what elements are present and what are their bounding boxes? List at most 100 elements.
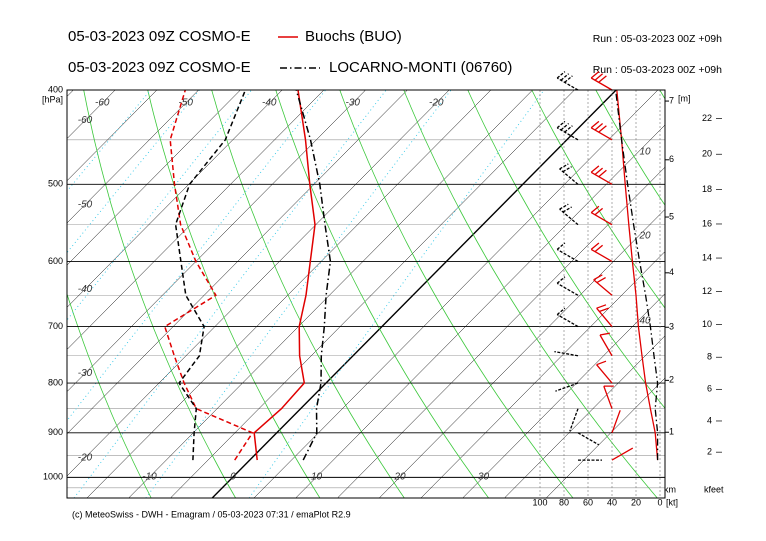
wind-barb — [556, 242, 579, 262]
annotation: 20 — [638, 231, 651, 242]
isotherm — [504, 335, 665, 498]
wind-barb — [611, 447, 634, 461]
y-tick-label: 1000 — [43, 472, 63, 482]
wind-barb — [556, 307, 579, 328]
wind-barb — [611, 410, 621, 434]
dry-adiabat — [531, 90, 665, 309]
dry-adiabat — [339, 90, 574, 498]
background-lines — [0, 90, 766, 498]
wind-tick-label: 60 — [583, 497, 593, 507]
y-tick-label: 800 — [48, 377, 63, 387]
isotherm — [67, 90, 199, 224]
wind-speed-profile — [614, 90, 659, 461]
wind-tick-label: 80 — [559, 497, 569, 507]
wind-barb — [590, 120, 613, 141]
kfeet-tick-label: 2 — [707, 447, 712, 457]
isotherm-label: -60 — [95, 98, 110, 109]
height-tick-label: 4 — [669, 267, 674, 277]
x-tick-label: 30 — [478, 472, 490, 483]
isotherm-label: -60 — [78, 115, 93, 126]
wind-barb — [590, 71, 613, 91]
kfeet-tick-label: 20 — [702, 149, 712, 159]
isotherm — [67, 90, 283, 308]
dry-adiabat — [724, 90, 766, 498]
kfeet-tick-label: 22 — [702, 113, 712, 123]
y-tick-label: 500 — [48, 179, 63, 189]
wind-barb — [559, 203, 579, 226]
annotation: 10 — [639, 147, 651, 158]
isotherm — [253, 90, 659, 498]
height-axis-unit: km — [664, 484, 676, 494]
dry-adiabat — [403, 90, 658, 498]
y-tick-label: 400 — [48, 84, 63, 94]
wind-axis-label: [kt] — [666, 497, 678, 507]
isotherm-label: -40 — [78, 284, 93, 295]
wind-barb — [556, 276, 579, 296]
isotherm — [67, 90, 366, 393]
height-tick-label: 3 — [669, 322, 674, 332]
y-tick-label: 600 — [48, 256, 63, 266]
wind-barb — [556, 71, 579, 91]
wind-barb — [577, 432, 600, 446]
wind-barb — [569, 408, 579, 432]
isotherm — [86, 90, 492, 498]
dry-adiabat — [83, 90, 236, 498]
dry-adiabat — [595, 90, 665, 206]
profiles — [163, 90, 659, 461]
isotherm-label: -50 — [78, 199, 93, 210]
dewpoint-profile — [163, 90, 254, 461]
mixing-ratio-line — [73, 90, 387, 498]
run-info: Run : 05-03-2023 00Z +09h — [593, 64, 722, 76]
isotherm — [337, 166, 665, 498]
wind-barb — [555, 382, 579, 392]
isotherm-label: -40 — [262, 98, 277, 109]
isotherm — [420, 251, 665, 498]
y-axis-label: [hPa] — [42, 94, 63, 104]
kfeet-tick-label: 8 — [707, 352, 712, 362]
isotherm — [128, 90, 533, 498]
temperature-profile — [253, 90, 316, 461]
x-tick-label: 0 — [230, 472, 236, 483]
wind-barb — [590, 165, 613, 185]
dry-adiabat — [147, 90, 321, 498]
height-tick-label: 1 — [669, 427, 674, 437]
dry-adiabat — [659, 90, 665, 100]
y-tick-label: 900 — [48, 427, 63, 437]
run-label: 05-03-2023 09Z COSMO-E — [68, 28, 251, 45]
x-tick-label: 10 — [311, 472, 323, 483]
plot-frame — [66, 89, 666, 499]
mixing-ratio-line — [145, 90, 452, 498]
wind-barb — [596, 304, 613, 328]
kfeet-tick-label: 14 — [702, 252, 712, 262]
kfeet-tick-label: 16 — [702, 218, 712, 228]
run-info: Run : 05-03-2023 00Z +09h — [593, 33, 722, 45]
temperature-profile — [295, 90, 332, 461]
annotation: 40 — [639, 316, 651, 327]
isotherm — [295, 124, 665, 498]
isotherm-label: -30 — [78, 368, 93, 379]
isotherm — [67, 90, 450, 477]
legend-label: LOCARNO-MONTI (06760) — [329, 59, 512, 76]
kfeet-tick-label: 18 — [702, 184, 712, 194]
mixing-ratio-line — [67, 90, 151, 192]
wind-tick-label: 40 — [607, 497, 617, 507]
wind-tick-label: 0 — [657, 497, 662, 507]
height-axis-label: [m] — [678, 93, 691, 103]
wind-barb — [593, 274, 613, 296]
legend-label: Buochs (BUO) — [305, 28, 402, 45]
wind-barb — [559, 163, 579, 185]
isotherm-label: -50 — [179, 98, 194, 109]
isotherm-label: -20 — [78, 452, 93, 463]
dry-adiabat — [275, 90, 489, 498]
kfeet-tick-label: 12 — [702, 286, 712, 296]
kfeet-tick-label: 6 — [707, 384, 712, 394]
isotherm — [0, 90, 32, 498]
wind-barb — [590, 242, 613, 262]
height-tick-label: 5 — [669, 211, 674, 221]
mixing-ratio-line — [248, 90, 545, 498]
footer: (c) MeteoSwiss - DWH - Emagram / 05-03-2… — [72, 509, 351, 519]
run-label: 05-03-2023 09Z COSMO-E — [68, 59, 251, 76]
